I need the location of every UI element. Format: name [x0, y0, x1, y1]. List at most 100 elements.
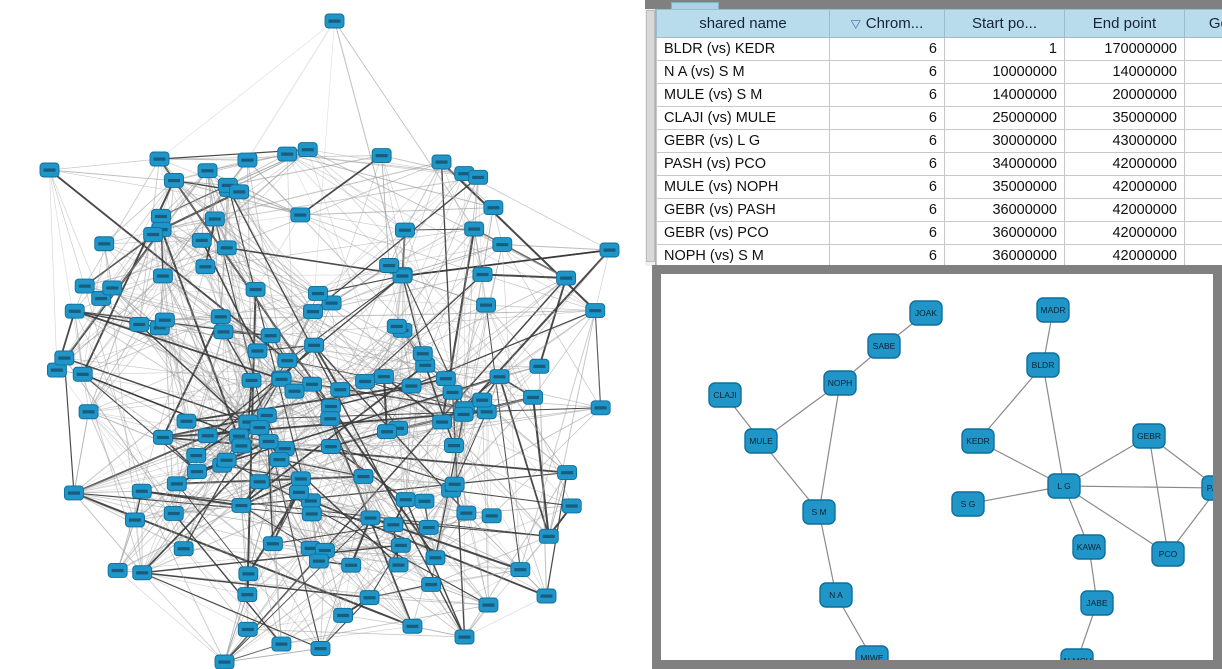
full-network-edge[interactable] — [73, 490, 142, 494]
full-network-edge[interactable] — [207, 170, 216, 219]
full-network-edge[interactable] — [255, 289, 315, 346]
subnetwork-node[interactable]: S G — [951, 491, 985, 517]
full-network-edge[interactable] — [84, 247, 227, 287]
full-network-edge[interactable] — [221, 380, 252, 466]
full-network-edge[interactable] — [49, 158, 160, 171]
full-network-edge[interactable] — [502, 244, 567, 279]
full-network-edge[interactable] — [324, 550, 370, 598]
full-network-edge[interactable] — [246, 289, 257, 595]
full-network-edge[interactable] — [300, 214, 390, 266]
full-network-edge[interactable] — [241, 477, 302, 507]
full-network-edge[interactable] — [259, 326, 397, 428]
full-network-edge[interactable] — [224, 648, 321, 663]
full-network-edge[interactable] — [364, 381, 443, 423]
full-network-edge[interactable] — [402, 249, 610, 277]
full-network-edge[interactable] — [404, 173, 465, 231]
full-network-edge[interactable] — [428, 515, 492, 528]
full-network-edge[interactable] — [402, 161, 442, 277]
full-network-edge[interactable] — [311, 513, 352, 566]
full-network-edge[interactable] — [112, 218, 216, 289]
full-network-edge[interactable] — [247, 628, 465, 638]
cell-genetic[interactable]: 6.6 — [1184, 60, 1222, 84]
full-network-edge[interactable] — [251, 161, 442, 381]
full-network-edge[interactable] — [424, 364, 455, 446]
full-network-edge[interactable] — [485, 304, 540, 367]
full-network-edge[interactable] — [111, 287, 344, 616]
full-network-edge[interactable] — [464, 595, 547, 638]
full-network-edge[interactable] — [312, 207, 494, 312]
full-network-edge[interactable] — [287, 153, 406, 231]
full-network-edge[interactable] — [88, 411, 136, 521]
full-network-edge[interactable] — [300, 214, 483, 275]
subnetwork-edge[interactable] — [1063, 485, 1213, 489]
full-network-edge[interactable] — [428, 527, 521, 571]
full-network-edge[interactable] — [287, 153, 596, 311]
subnetwork-node[interactable]: JOAK — [909, 300, 943, 326]
full-network-edge[interactable] — [317, 275, 403, 295]
cell-chromosome[interactable]: 6 — [829, 175, 945, 199]
full-network-edge[interactable] — [281, 304, 487, 645]
full-network-edge[interactable] — [73, 427, 260, 494]
full-network-edge[interactable] — [255, 289, 385, 377]
column-header-start-point[interactable]: Start po... — [944, 9, 1065, 38]
full-network-edge[interactable] — [501, 244, 521, 570]
cell-start_point[interactable]: 1 — [944, 37, 1065, 61]
full-network-edge[interactable] — [423, 392, 454, 502]
full-network-edge[interactable] — [112, 185, 229, 289]
full-network-edge[interactable] — [141, 448, 286, 574]
full-network-edge[interactable] — [270, 310, 596, 336]
cell-start_point[interactable]: 35000000 — [944, 175, 1065, 199]
full-network-edge[interactable] — [324, 550, 399, 566]
full-network-edge[interactable] — [331, 302, 424, 355]
cell-genetic[interactable]: 9.9 — [1184, 244, 1222, 266]
full-network-edge[interactable] — [330, 377, 447, 408]
full-network-edge[interactable] — [74, 310, 455, 485]
full-network-edge[interactable] — [594, 310, 602, 408]
node-shape[interactable] — [867, 333, 901, 359]
subnetwork-node[interactable]: MIWE — [855, 645, 889, 660]
full-network-edge[interactable] — [162, 316, 222, 438]
full-network-edge[interactable] — [255, 214, 301, 290]
full-network-edge[interactable] — [330, 446, 432, 585]
full-network-edge[interactable] — [183, 548, 282, 645]
full-network-edge[interactable] — [141, 572, 321, 650]
full-network-edge[interactable] — [162, 275, 221, 318]
full-network-edge[interactable] — [286, 153, 455, 485]
full-network-edge[interactable] — [207, 170, 224, 332]
full-network-edge[interactable] — [548, 310, 596, 537]
full-network-edge[interactable] — [82, 243, 105, 375]
full-network-edge[interactable] — [424, 274, 483, 366]
full-network-edge[interactable] — [445, 310, 596, 379]
full-network-edge[interactable] — [464, 249, 611, 410]
full-network-edge[interactable] — [330, 378, 446, 420]
full-network-edge[interactable] — [272, 524, 394, 545]
full-network-edge[interactable] — [117, 570, 225, 663]
full-network-edge[interactable] — [183, 481, 261, 550]
full-network-edge[interactable] — [451, 489, 572, 507]
full-network-edge[interactable] — [226, 459, 326, 551]
full-network-edge[interactable] — [404, 161, 442, 231]
full-network-edge[interactable] — [159, 327, 209, 436]
cell-start_point[interactable]: 14000000 — [944, 83, 1065, 107]
node-shape[interactable] — [1151, 541, 1185, 567]
full-network-edge[interactable] — [404, 228, 475, 231]
full-network-edge[interactable] — [173, 180, 332, 304]
full-network-edge[interactable] — [221, 464, 321, 649]
table-row[interactable]: GEBR (vs) L G6300000004300000016.9 — [656, 129, 1222, 153]
full-network-edge[interactable] — [141, 572, 225, 663]
full-network-edge[interactable] — [287, 153, 465, 175]
full-network-edge[interactable] — [486, 411, 547, 597]
full-network-edge[interactable] — [369, 569, 521, 599]
subnetwork-node[interactable]: JABE — [1080, 590, 1114, 616]
full-network-edge[interactable] — [388, 244, 503, 266]
full-network-edge[interactable] — [259, 481, 465, 638]
full-network-edge[interactable] — [363, 476, 394, 525]
cell-genetic[interactable]: 5.9 — [1184, 106, 1222, 130]
full-network-edge[interactable] — [247, 353, 424, 595]
full-network-edge[interactable] — [340, 330, 403, 390]
full-network-edge[interactable] — [363, 476, 489, 606]
full-network-edge[interactable] — [333, 20, 403, 277]
full-network-edge[interactable] — [499, 376, 568, 473]
full-network-edge[interactable] — [196, 455, 242, 506]
full-network-edge[interactable] — [173, 180, 203, 241]
